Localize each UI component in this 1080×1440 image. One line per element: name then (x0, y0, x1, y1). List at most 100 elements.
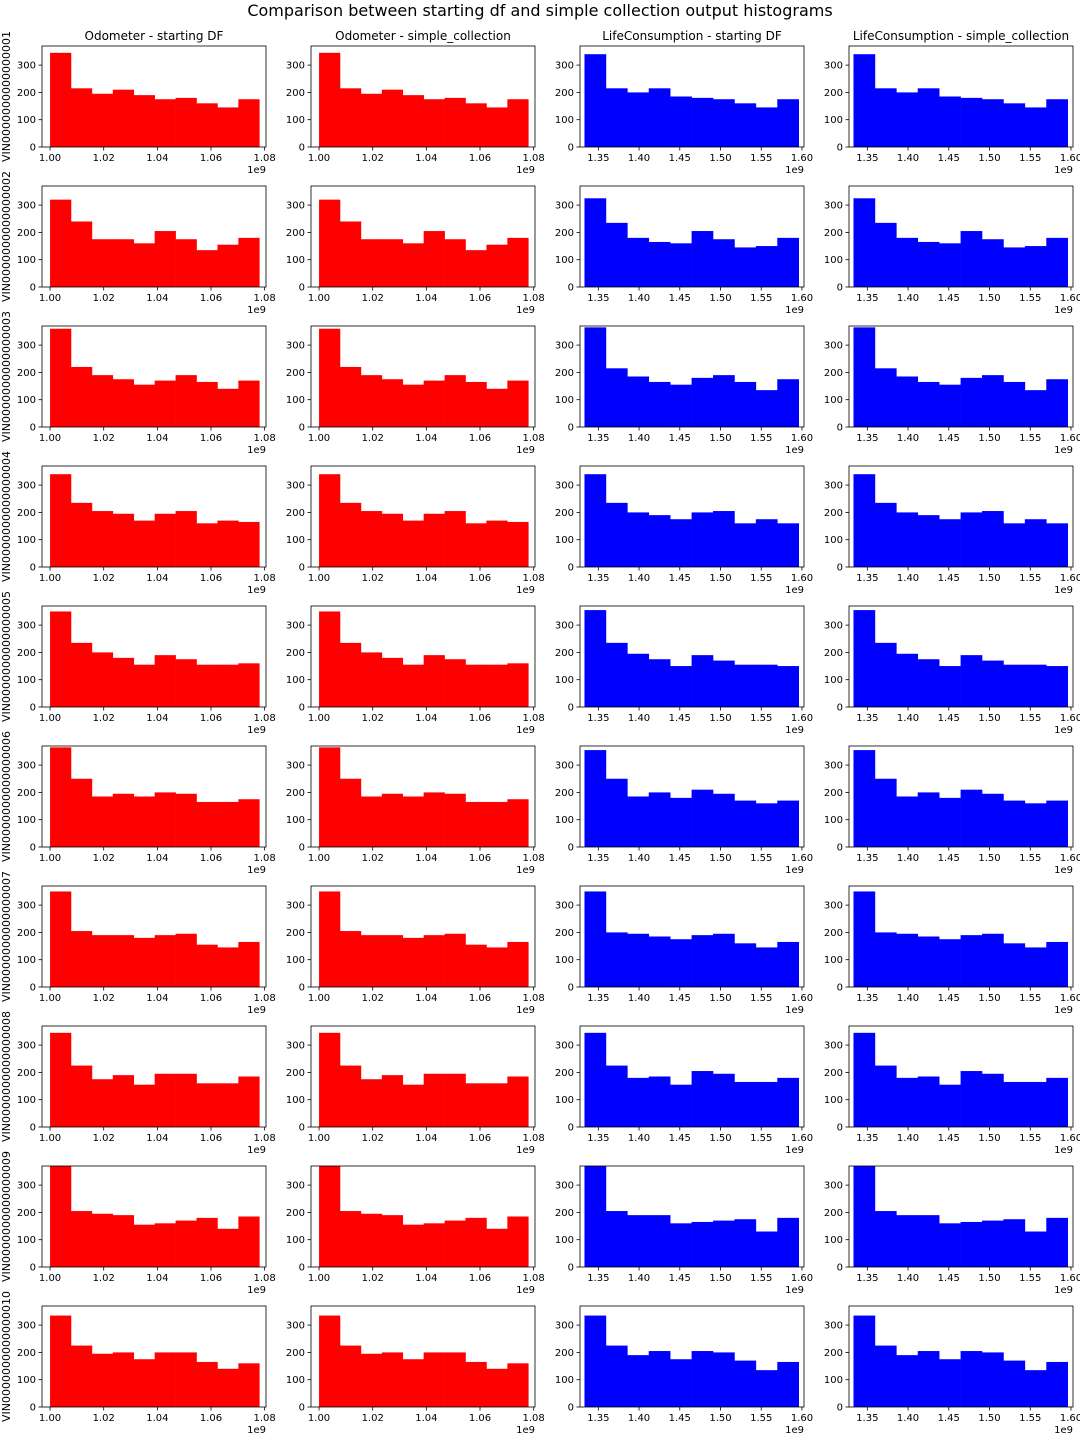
y-tick-label: 0 (30, 1263, 36, 1274)
x-offset-label: 1e9 (247, 1425, 266, 1436)
histogram-bar (896, 933, 919, 987)
histogram-bar (381, 793, 404, 847)
histogram-bar (50, 891, 72, 987)
histogram-bar (917, 1215, 940, 1267)
x-offset-label: 1e9 (247, 445, 266, 456)
x-tick-label: 1.02 (93, 293, 115, 304)
y-tick-label: 100 (17, 1235, 36, 1246)
x-tick-label: 1.06 (469, 993, 491, 1004)
histogram-bar (960, 377, 983, 427)
y-tick-label: 100 (824, 395, 843, 406)
x-tick-label: 1.00 (39, 293, 61, 304)
y-tick-label: 0 (837, 703, 843, 714)
histogram-bar (175, 239, 197, 287)
histogram-bar (939, 384, 961, 427)
histogram-bar (670, 1223, 692, 1267)
y-tick-label: 200 (17, 648, 36, 659)
y-tick-label: 0 (299, 1403, 305, 1414)
histogram-bar (1024, 664, 1047, 707)
y-tick-label: 0 (299, 283, 305, 294)
histogram-bar (734, 523, 757, 567)
y-tick-label: 0 (568, 1123, 574, 1134)
x-tick-label: 1.00 (308, 293, 330, 304)
x-tick-label: 1.04 (415, 853, 437, 864)
x-tick-label: 1.06 (469, 1133, 491, 1144)
histogram-bar (423, 1223, 445, 1267)
histogram-bar (1024, 1231, 1047, 1267)
x-tick-label: 1.06 (469, 573, 491, 584)
histogram-bar (70, 88, 93, 147)
y-tick-label: 300 (286, 341, 305, 352)
y-tick-label: 0 (30, 283, 36, 294)
histogram-bar (1046, 666, 1069, 707)
histogram-bar (112, 89, 135, 147)
histogram-bar (713, 793, 735, 847)
y-tick-label: 300 (824, 481, 843, 492)
y-tick-label: 200 (555, 1348, 574, 1359)
histogram-bar (360, 1353, 383, 1407)
x-tick-label: 1.45 (938, 993, 960, 1004)
x-tick-label: 1.55 (750, 853, 772, 864)
histogram-bar (777, 1077, 800, 1127)
histogram-bar (196, 944, 218, 987)
histogram-bar (402, 243, 424, 287)
histogram-bar (648, 515, 671, 567)
subplot-panels: Odometer - starting DF Odometer - simple_… (0, 29, 1080, 1436)
histogram-bar (112, 1215, 135, 1267)
histogram-bar (319, 891, 341, 987)
histogram-bar (444, 97, 466, 147)
histogram-bar (982, 99, 1004, 147)
x-tick-label: 1.50 (709, 433, 731, 444)
histogram-bar (154, 935, 176, 987)
histogram-bar (360, 1079, 383, 1127)
row-label: VIN0000000000000002 (0, 171, 13, 302)
row-label: VIN0000000000000003 (0, 311, 13, 442)
x-tick-label: 1.55 (750, 1273, 772, 1284)
axes-frame (579, 885, 805, 988)
y-tick-label: 300 (824, 1041, 843, 1052)
axes-frame (848, 1025, 1074, 1128)
histogram-bar (939, 1084, 961, 1127)
histogram-bar (982, 1220, 1004, 1267)
histogram-bar (70, 1211, 93, 1267)
histogram-bar (853, 891, 876, 987)
histogram-bar (584, 891, 607, 987)
y-tick-label: 300 (555, 1321, 574, 1332)
y-tick-label: 0 (299, 143, 305, 154)
histogram-bar (734, 247, 757, 287)
y-tick-label: 100 (555, 675, 574, 686)
x-tick-label: 1.00 (39, 1133, 61, 1144)
histogram-bar (670, 939, 692, 987)
axes-frame (848, 1305, 1074, 1408)
histogram-bar (133, 520, 155, 567)
histogram-bar (584, 474, 607, 567)
histogram-bar (874, 1211, 897, 1267)
histogram-bar (217, 1228, 239, 1267)
histogram-bar (70, 931, 93, 987)
x-tick-label: 1.60 (791, 993, 813, 1004)
y-tick-label: 0 (837, 1403, 843, 1414)
histogram-bar (238, 1216, 260, 1267)
x-offset-label: 1e9 (247, 305, 266, 316)
x-tick-label: 1.06 (469, 1273, 491, 1284)
histogram-bar (50, 1166, 72, 1267)
column-title: LifeConsumption - simple_collection (853, 29, 1069, 43)
histogram-bar (1046, 237, 1069, 287)
histogram-bar (339, 366, 362, 427)
histogram-bar (339, 931, 362, 987)
histogram-bar (486, 1083, 508, 1127)
histogram-bar (238, 1076, 260, 1127)
y-tick-label: 100 (17, 955, 36, 966)
histogram-bar (777, 523, 800, 567)
histogram-bar (648, 88, 671, 147)
histogram-bar (465, 381, 487, 427)
histogram-bar (691, 1221, 714, 1267)
histogram-bar (360, 375, 383, 427)
x-tick-label: 1.45 (669, 1133, 691, 1144)
y-tick-label: 300 (286, 481, 305, 492)
